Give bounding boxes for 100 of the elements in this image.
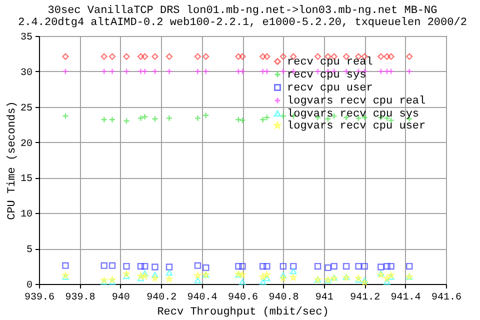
point [137, 53, 144, 60]
point [194, 114, 202, 122]
point [355, 276, 362, 283]
point [194, 277, 202, 284]
point [142, 272, 148, 280]
point [239, 271, 246, 278]
point [100, 262, 108, 269]
y-tick-label: 15 [20, 174, 32, 186]
point [280, 272, 287, 278]
point [137, 262, 144, 270]
point [260, 53, 266, 60]
point [260, 278, 266, 285]
point [384, 53, 390, 60]
point [384, 278, 390, 285]
y-tick-label: 20 [20, 138, 32, 150]
y-tick-label: 35 [20, 32, 32, 44]
y-axis-title: CPU Time (seconds) [6, 101, 18, 220]
point [100, 53, 108, 60]
point [280, 68, 287, 75]
point [290, 262, 297, 270]
legend-label: logvars recv cpu sys [287, 108, 420, 120]
point [264, 114, 270, 121]
point [355, 262, 362, 270]
point [239, 116, 246, 124]
x-tick-label: 939.8 [65, 292, 96, 304]
point [378, 264, 384, 270]
chart-subtitle: 2.4.20dtg4 altAIMD-0.2 web100-2.2.1, e1000-5.2.20, txqueuelen 2000/2 [18, 17, 467, 29]
point [280, 262, 287, 270]
point [152, 264, 158, 270]
point [361, 277, 368, 284]
point [239, 53, 246, 60]
legend-label: recv cpu user [287, 82, 373, 94]
point [264, 271, 270, 278]
point [202, 112, 210, 119]
point [152, 272, 158, 278]
point [62, 68, 69, 75]
point [235, 53, 242, 60]
point [108, 278, 116, 285]
point [342, 262, 350, 270]
point [361, 279, 368, 286]
point [62, 53, 69, 60]
point [137, 68, 144, 75]
point [406, 68, 413, 75]
point [406, 262, 413, 270]
point [235, 68, 242, 75]
point [141, 270, 148, 276]
point [264, 275, 270, 282]
point [202, 53, 210, 60]
x-tick-label: 941.2 [350, 292, 380, 304]
point [152, 68, 158, 75]
point [264, 53, 270, 60]
point [290, 274, 297, 280]
point [264, 262, 270, 270]
point [384, 68, 390, 75]
point [361, 262, 368, 270]
point [239, 262, 246, 270]
point [239, 278, 246, 285]
point [62, 112, 69, 120]
point [260, 116, 266, 123]
point [108, 53, 116, 60]
point [388, 262, 394, 270]
x-tick-label: 940.2 [146, 292, 177, 304]
point [314, 53, 322, 60]
x-tick-label: 941.4 [390, 292, 421, 304]
point [235, 262, 242, 270]
x-tick-label: 940.4 [187, 292, 218, 304]
x-tick-label: 940.8 [268, 292, 299, 304]
point [141, 68, 148, 75]
point [123, 68, 130, 75]
point [100, 68, 108, 75]
point [123, 270, 130, 277]
point [378, 53, 384, 60]
point [314, 68, 322, 75]
point [260, 262, 266, 270]
point [166, 68, 173, 75]
point [166, 264, 173, 270]
point [141, 53, 148, 60]
x-tick-label: 940.6 [228, 292, 258, 304]
point [123, 262, 130, 270]
point [62, 262, 69, 269]
point [290, 268, 297, 274]
x-axis-title: Recv Throughput (mbit/sec) [157, 306, 329, 318]
point [235, 116, 242, 123]
legend-label: logvars recv cpu real [287, 96, 426, 108]
legend-label: recv cpu sys [287, 70, 366, 82]
point [108, 262, 116, 269]
legend-label: recv cpu real [287, 56, 373, 68]
point [123, 118, 130, 124]
x-tick-label: 940 [112, 292, 130, 304]
point [314, 262, 322, 270]
point [388, 53, 394, 60]
point [141, 262, 148, 270]
point [194, 262, 202, 269]
x-tick-label: 941 [315, 292, 334, 304]
point [264, 68, 270, 75]
point [108, 116, 116, 123]
point [123, 53, 130, 60]
point [100, 116, 108, 123]
y-tick-label: 0 [26, 280, 32, 292]
point [152, 116, 158, 122]
